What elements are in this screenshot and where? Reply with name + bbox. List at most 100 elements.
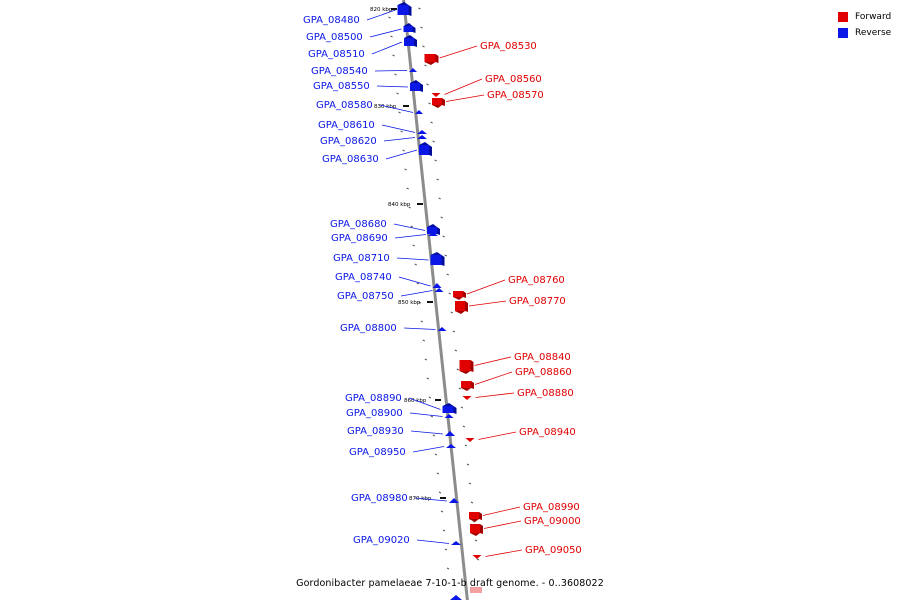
gene-glyph-tip [459,371,471,374]
scale-tick-mark [417,203,423,205]
gene-label[interactable]: GPA_08940 [519,427,576,438]
gene-label[interactable]: GPA_08550 [313,81,370,92]
gene-gpa-08750 [434,288,444,292]
leader-line [439,45,478,59]
gene-glyph [437,327,447,331]
gene-glyph-tip [404,35,414,38]
gene-label[interactable]: GPA_08610 [318,120,375,131]
gene-label[interactable]: GPA_08760 [508,275,565,286]
gene-glyph [430,255,442,265]
scale-ticks: 820 kbp 830 kbp 840 kbp 850 kbp 860 kbp 870 k… [370,7,446,502]
gene-gpa-08710 [430,252,445,266]
gene-glyph-tip [469,519,479,522]
legend-label-reverse: Reverse [855,28,892,38]
gene-glyph-side [437,227,440,235]
gene-gpa-08540 [409,68,417,72]
gene-label[interactable]: GPA_08570 [487,90,544,101]
gene-label[interactable]: GPA_08880 [517,388,574,399]
scale-tick-label: 840 kbp [388,202,411,208]
gene-label[interactable]: GPA_08560 [485,74,542,85]
legend-item-reverse: Reverse [838,25,891,41]
scale-tick: 870 kbp [409,496,446,502]
gene-label[interactable]: GPA_08840 [514,352,571,363]
gene-label[interactable]: GPA_09050 [525,545,582,556]
gene-glyph-tip [410,80,420,83]
leader-line [485,549,523,557]
gene-glyph [446,444,456,448]
gene-glyph-tip [397,2,409,5]
gene-glyph-side [471,381,474,389]
scale-tick-mark [391,8,397,10]
gene-label[interactable]: GPA_08630 [322,154,379,165]
gene-label[interactable]: GPA_08580 [316,100,373,111]
gene-label[interactable]: GPA_08480 [303,15,360,26]
gene-gpa-08550 [410,80,423,92]
gene-label[interactable]: GPA_08770 [509,296,566,307]
scale-tick-label: 830 kbp [374,104,397,110]
scale-tick: 840 kbp [388,202,423,208]
gene-gpa-08990 [469,512,482,522]
leader-line [466,279,506,295]
gene-glyph-tip [403,23,413,26]
gene-label[interactable]: GPA_08890 [345,393,402,404]
gene-label[interactable]: GPA_08530 [480,41,537,52]
gene-label[interactable]: GPA_08990 [523,502,580,513]
gene-glyph-side [465,301,468,312]
gene-label[interactable]: GPA_08500 [306,32,363,43]
scale-tick: 830 kbp [374,104,409,110]
gene-label[interactable]: GPA_08950 [349,447,406,458]
gene-glyph-clipped [470,587,482,593]
leader-line [403,327,436,330]
gene-glyph [417,135,427,139]
gene-gpa-08570 [432,98,445,108]
gene-label[interactable]: GPA_08510 [308,49,365,60]
gene-glyph [428,232,438,236]
gene-label[interactable]: GPA_09020 [353,535,410,546]
gene-label[interactable]: GPA_08750 [337,291,394,302]
gene-glyph-tip [455,311,465,314]
gene-label[interactable]: GPA_08540 [311,66,368,77]
gene-glyph-tip [430,252,442,255]
leader-line [396,257,429,261]
gene-label[interactable]: GPA_08930 [347,426,404,437]
gene-glyph-side [442,98,445,106]
gene-glyph-tip [419,142,429,145]
gene-gpa-08940 [465,438,475,442]
genome-caption: Gordonibacter pamelaeae 7-10-1-b draft g… [296,578,604,589]
gene-label[interactable]: GPA_08800 [340,323,397,334]
gene-gpa-09020 [451,541,461,545]
gene-glyph [445,431,455,436]
gene-glyph [415,110,423,114]
forward-swatch [838,12,848,22]
gene-gpa-08800 [437,327,447,331]
gene-glyph-side [429,145,432,156]
genome-axis [402,0,469,600]
gene-glyph-side [420,83,423,92]
scale-tick-label: 860 kbp [404,398,427,404]
gene-gpa-08860 [461,381,474,391]
leader-line [414,497,448,502]
gene-label[interactable]: GPA_08680 [330,219,387,230]
scale-tick-label: 870 kbp [409,496,432,502]
gene-glyph-side [480,524,483,534]
gene-gpa-08680 [427,224,440,235]
gene-gpa-08610 [417,130,427,134]
scale-tick-mark [440,497,446,499]
leader-line [379,104,414,113]
gene-label[interactable]: GPA_08710 [333,253,390,264]
gene-label[interactable]: GPA_08620 [320,136,377,147]
gene-label[interactable]: GPA_08860 [515,367,572,378]
leader-line [369,28,402,38]
gene-label[interactable]: GPA_08900 [346,408,403,419]
gene-label[interactable]: GPA_09000 [524,516,581,527]
gene-glyph-tip [427,224,437,227]
gene-glyph-side [408,5,412,16]
leader-line [383,137,416,142]
gene-label[interactable]: GPA_08740 [335,272,392,283]
leader-line [381,124,416,133]
gene-label[interactable]: GPA_08980 [351,493,408,504]
leader-line [398,276,431,287]
gene-label[interactable]: GPA_08690 [331,233,388,244]
leader-line [385,149,418,160]
